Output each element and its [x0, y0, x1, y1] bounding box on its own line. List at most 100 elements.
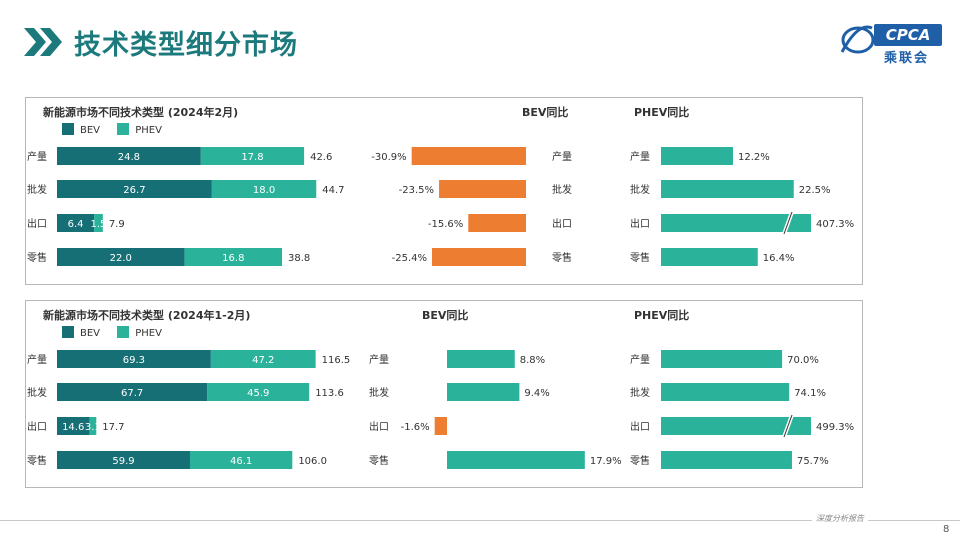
legend-label-bev: BEV [80, 125, 101, 136]
category-label: 产量 [27, 150, 47, 163]
panel-february: 新能源市场不同技术类型 (2024年2月) BEV同比 PHEV同比 BEV P… [25, 97, 863, 285]
logo-text: CPCA [874, 24, 942, 46]
axis-break-line [783, 414, 793, 438]
positive-bar [661, 417, 811, 435]
bev-value-label: 69.3 [123, 355, 145, 366]
yoy-value-label: -15.6% [428, 219, 463, 230]
panel-jan-feb: 新能源市场不同技术类型 (2024年1-2月) BEV同比 PHEV同比 BEV… [25, 300, 863, 488]
positive-bar [661, 383, 790, 401]
bev-value-label: 26.7 [123, 185, 145, 196]
category-label: 批发 [27, 183, 47, 196]
phev-bar [94, 214, 103, 232]
positive-bar [447, 383, 520, 401]
bev-value-label: 59.9 [112, 456, 134, 467]
positive-bar [661, 147, 733, 165]
category-label: 批发 [630, 183, 650, 196]
category-label: 产量 [630, 353, 650, 366]
phev-value-label: 47.2 [252, 355, 274, 366]
positive-bar [447, 451, 585, 469]
yoy-value-label: 74.1% [794, 388, 826, 399]
bev-bar [57, 147, 201, 165]
legend: BEV PHEV [62, 326, 176, 339]
negative-bar [439, 180, 526, 198]
total-value-label: 7.9 [109, 219, 125, 230]
panel-title: 新能源市场不同技术类型 (2024年2月) [43, 106, 239, 119]
bev-bar [57, 383, 208, 401]
phev-value-label: 18.0 [253, 185, 275, 196]
phev-bar [184, 248, 283, 266]
positive-bar [661, 180, 794, 198]
positive-bar [447, 350, 515, 368]
phev-value-label: 46.1 [230, 456, 252, 467]
phev-value-label: 3.1 [85, 422, 101, 433]
positive-bar [661, 451, 792, 469]
yoy-value-label: 17.9% [590, 456, 622, 467]
category-label: 出口 [27, 420, 47, 433]
page-number: 8 [943, 524, 950, 535]
footer-text: 深度分析报告 [812, 513, 868, 524]
legend-label-phev: PHEV [135, 125, 162, 136]
yoy-value-label: 70.0% [787, 355, 819, 366]
bev-value-label: 67.7 [121, 388, 143, 399]
header: 技术类型细分市场 CPCA 乘联会 [0, 0, 960, 80]
yoy-value-label: 499.3% [816, 422, 854, 433]
legend-swatch-phev [117, 326, 130, 338]
category-label: 批发 [27, 386, 47, 399]
category-label: 批发 [630, 386, 650, 399]
negative-bar [434, 417, 447, 435]
yoy-value-label: -1.6% [401, 422, 430, 433]
cpca-logo: CPCA 乘联会 [836, 18, 946, 66]
legend-label-phev: PHEV [135, 328, 162, 339]
phev-bar [89, 417, 97, 435]
phev-yoy-header: PHEV同比 [634, 106, 690, 119]
panel-chart-jan-feb: 产量 69.3 47.2 116.5批发 67.7 45.9 113.6出口 14.6 3.1 1… [27, 350, 854, 469]
bev-value-label: 6.4 [68, 219, 84, 230]
negative-bar [468, 214, 526, 232]
negative-bar [411, 147, 526, 165]
category-label: 零售 [630, 251, 650, 264]
yoy-value-label: -23.5% [399, 185, 434, 196]
category-label: 零售 [369, 454, 389, 467]
phev-bar [200, 147, 305, 165]
legend-swatch-bev [62, 326, 74, 338]
phev-yoy-header: PHEV同比 [634, 309, 690, 322]
bev-bar [57, 350, 211, 368]
total-value-label: 17.7 [102, 422, 124, 433]
category-label: 产量 [552, 150, 572, 163]
bev-value-label: 14.6 [62, 422, 84, 433]
phev-bar [189, 451, 293, 469]
bev-value-label: 24.8 [118, 152, 140, 163]
bev-value-label: 22.0 [110, 253, 132, 264]
negative-bar [432, 248, 526, 266]
panel-chart-february: 产量 24.8 17.8 42.6 批发 26.7 18.0 44.7 出口 6.4 1.5 7.9 零… [27, 147, 854, 266]
yoy-value-label: 9.4% [524, 388, 549, 399]
category-label: 批发 [552, 183, 572, 196]
footer-divider [0, 520, 960, 521]
bev-yoy-header: BEV同比 [422, 309, 469, 322]
bev-bar [57, 417, 90, 435]
phev-bar [210, 350, 316, 368]
page-title: 技术类型细分市场 [74, 30, 298, 61]
total-value-label: 106.0 [298, 456, 327, 467]
total-value-label: 116.5 [322, 355, 351, 366]
total-value-label: 113.6 [315, 388, 344, 399]
category-label: 零售 [630, 454, 650, 467]
legend-item-bev: BEV [62, 326, 100, 339]
legend-label-bev: BEV [80, 328, 101, 339]
bev-bar [57, 248, 185, 266]
phev-bar [207, 383, 310, 401]
logo-swirl-icon [840, 25, 875, 54]
positive-bar [661, 248, 758, 266]
phev-bar [211, 180, 317, 198]
logo-subtext: 乘联会 [884, 51, 930, 66]
positive-bar [661, 350, 783, 368]
axis-break-line [783, 211, 793, 235]
phev-value-label: 45.9 [247, 388, 269, 399]
total-value-label: 38.8 [288, 253, 310, 264]
yoy-value-label: 16.4% [763, 253, 795, 264]
category-label: 出口 [552, 217, 572, 230]
category-label: 出口 [27, 217, 47, 230]
yoy-value-label: 22.5% [799, 185, 831, 196]
yoy-value-label: 12.2% [738, 152, 770, 163]
category-label: 出口 [630, 420, 650, 433]
